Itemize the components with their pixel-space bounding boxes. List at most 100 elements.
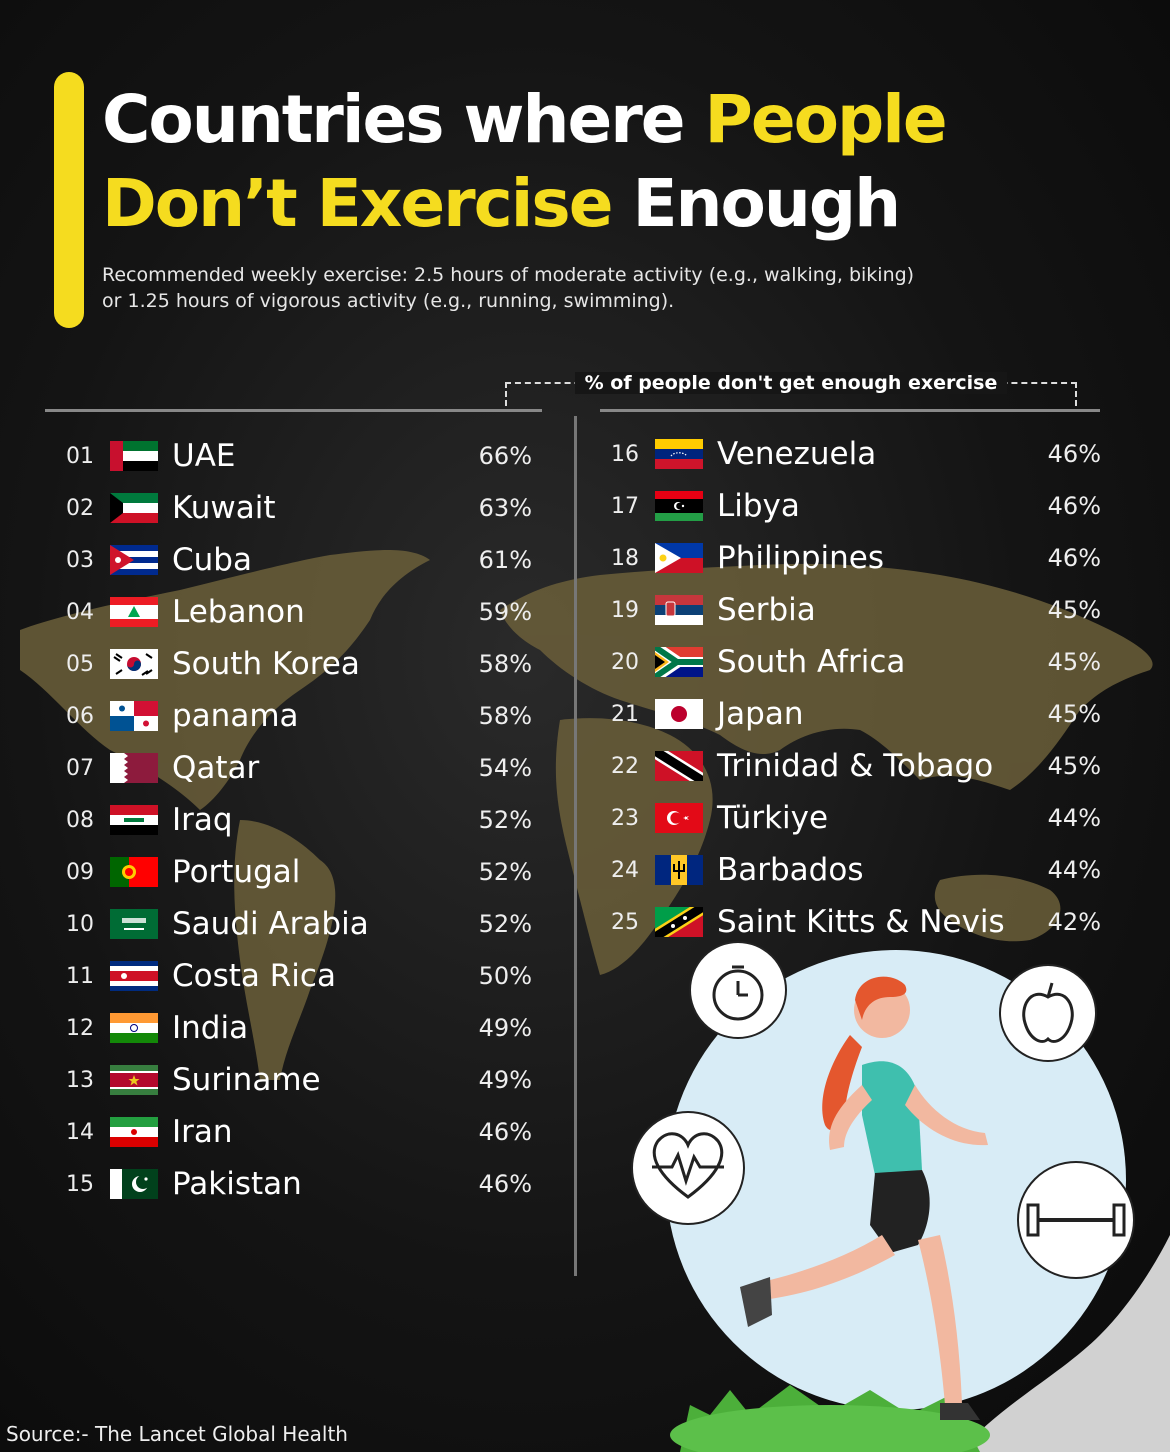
qatar-flag-icon — [110, 753, 158, 783]
rank-label: 12 — [66, 1016, 94, 1041]
serbia-flag-icon — [655, 595, 703, 625]
percent-value: 46% — [1047, 440, 1101, 468]
rank-label: 18 — [611, 546, 639, 571]
kuwait-flag-icon — [110, 493, 158, 523]
rank-label: 05 — [66, 652, 94, 677]
country-name: India — [172, 1010, 249, 1046]
portugal-flag-icon — [110, 857, 158, 887]
title-line1-yellow: People — [704, 81, 948, 158]
rank-label: 17 — [611, 494, 639, 519]
rank-label: 25 — [611, 910, 639, 935]
libya-flag-icon — [655, 491, 703, 521]
table-row: 10 Saudi Arabia 52% — [66, 900, 536, 952]
runner-illustration — [631, 941, 1170, 1452]
country-name: Trinidad & Tobago — [717, 748, 994, 784]
country-name: South Africa — [717, 644, 906, 680]
table-row: 14 Iran 46% — [66, 1108, 536, 1160]
panama-flag-icon — [110, 701, 158, 731]
percent-value: 58% — [478, 702, 532, 730]
trinidad-flag-icon — [655, 751, 703, 781]
title-line1-white: Countries where — [102, 81, 705, 158]
percent-value: 54% — [478, 754, 532, 782]
rank-label: 02 — [66, 496, 94, 521]
percent-value: 52% — [478, 910, 532, 938]
country-name: Türkiye — [717, 800, 829, 836]
philippines-flag-icon — [655, 543, 703, 573]
country-name: UAE — [172, 438, 236, 474]
table-row: 20 South Africa 45% — [611, 638, 1105, 690]
table-row: 23 Türkiye 44% — [611, 794, 1105, 846]
percent-value: 52% — [478, 858, 532, 886]
subtitle: Recommended weekly exercise: 2.5 hours o… — [102, 262, 1022, 314]
percent-value: 46% — [1047, 544, 1101, 572]
table-row: 08 Iraq 52% — [66, 796, 536, 848]
table-row: 19 Serbia 45% — [611, 586, 1105, 638]
japan-flag-icon — [655, 699, 703, 729]
table-row: 06 panama 58% — [66, 692, 536, 744]
rank-label: 16 — [611, 442, 639, 467]
korea-flag-icon — [110, 649, 158, 679]
dumbbell-icon — [1017, 1161, 1135, 1279]
country-name: Kuwait — [172, 490, 276, 526]
rank-label: 22 — [611, 754, 639, 779]
percent-value: 61% — [478, 546, 532, 574]
table-row: 12 India 49% — [66, 1004, 536, 1056]
cuba-flag-icon — [110, 545, 158, 575]
percent-value: 46% — [1047, 492, 1101, 520]
table-row: 13 Suriname 49% — [66, 1056, 536, 1108]
heartbeat-icon — [631, 1111, 745, 1225]
suriname-flag-icon — [110, 1065, 158, 1095]
rank-label: 09 — [66, 860, 94, 885]
percent-value: 66% — [478, 442, 532, 470]
rank-label: 04 — [66, 600, 94, 625]
subtitle-line1: Recommended weekly exercise: 2.5 hours o… — [102, 264, 915, 286]
percent-value: 59% — [478, 598, 532, 626]
country-name: South Korea — [172, 646, 360, 682]
country-name: Suriname — [172, 1062, 321, 1098]
rank-label: 23 — [611, 806, 639, 831]
percent-value: 52% — [478, 806, 532, 834]
percent-value: 58% — [478, 650, 532, 678]
venezuela-flag-icon — [655, 439, 703, 469]
rank-label: 20 — [611, 650, 639, 675]
table-row: 17 Libya 46% — [611, 482, 1105, 534]
table-row: 25 Saint Kitts & Nevis 42% — [611, 898, 1105, 950]
country-name: Saint Kitts & Nevis — [717, 904, 1005, 940]
stopwatch-icon — [689, 941, 787, 1039]
table-row: 18 Philippines 46% — [611, 534, 1105, 586]
rank-label: 03 — [66, 548, 94, 573]
table-row: 22 Trinidad & Tobago 45% — [611, 742, 1105, 794]
country-name: Japan — [717, 696, 804, 732]
table-row: 09 Portugal 52% — [66, 848, 536, 900]
country-name: Philippines — [717, 540, 885, 576]
column-divider — [574, 416, 577, 1276]
percent-value: 46% — [478, 1118, 532, 1146]
title-line2-yellow: Don’t Exercise — [102, 165, 613, 242]
percent-value: 49% — [478, 1066, 532, 1094]
country-name: Portugal — [172, 854, 301, 890]
table-row: 04 Lebanon 59% — [66, 588, 536, 640]
percent-value: 63% — [478, 494, 532, 522]
table-row: 11 Costa Rica 50% — [66, 952, 536, 1004]
rank-label: 13 — [66, 1068, 94, 1093]
country-name: Iraq — [172, 802, 233, 838]
percent-value: 49% — [478, 1014, 532, 1042]
rank-label: 01 — [66, 444, 94, 469]
title-accent-bar — [54, 72, 84, 328]
country-name: Pakistan — [172, 1166, 302, 1202]
pakistan-flag-icon — [110, 1169, 158, 1199]
rank-label: 08 — [66, 808, 94, 833]
country-name: Barbados — [717, 852, 864, 888]
country-name: Lebanon — [172, 594, 305, 630]
apple-icon — [999, 964, 1097, 1062]
uae-flag-icon — [110, 441, 158, 471]
turkiye-flag-icon — [655, 803, 703, 833]
subtitle-line2: or 1.25 hours of vigorous activity (e.g.… — [102, 290, 675, 312]
percent-value: 44% — [1047, 804, 1101, 832]
table-row: 16 Venezuela 46% — [611, 430, 1105, 482]
rank-label: 06 — [66, 704, 94, 729]
southafrica-flag-icon — [655, 647, 703, 677]
table-row: 15 Pakistan 46% — [66, 1160, 536, 1212]
rank-label: 24 — [611, 858, 639, 883]
country-name: Saudi Arabia — [172, 906, 369, 942]
